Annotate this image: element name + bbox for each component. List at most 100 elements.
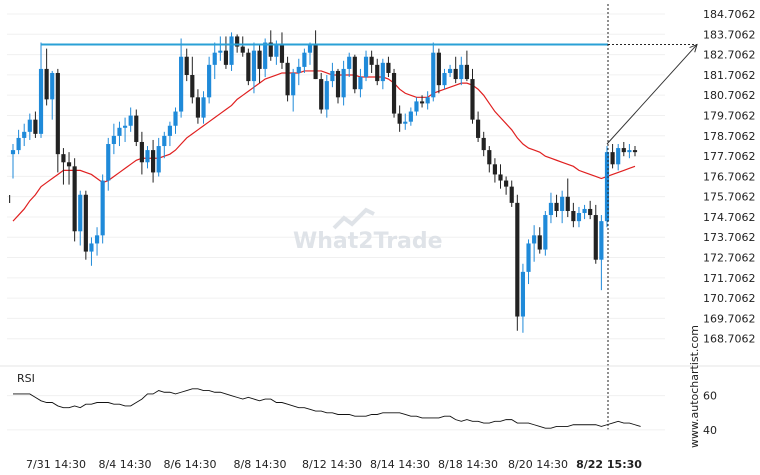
candle-body: [537, 235, 542, 250]
y-tick-label: 182.7062: [703, 49, 756, 62]
candle-body: [408, 111, 413, 122]
candle-body: [397, 113, 402, 124]
candle-body: [324, 81, 329, 110]
y-tick-label: 179.7062: [703, 109, 756, 122]
candle-body: [274, 44, 279, 57]
y-tick-label: 178.7062: [703, 130, 756, 143]
y-tick-label: 174.7062: [703, 211, 756, 224]
candle-body: [263, 42, 268, 69]
candle-body: [358, 77, 363, 90]
ma-path: [12, 70, 636, 222]
candle-body: [554, 202, 559, 211]
y-tick-label: 180.7062: [703, 89, 756, 102]
y-tick-label: 170.7062: [703, 292, 756, 305]
candle-body: [235, 36, 240, 47]
candle-body: [100, 180, 105, 236]
candle-body: [201, 97, 206, 118]
projection-line: [606, 44, 698, 145]
candle-body: [436, 52, 441, 86]
candle-body: [492, 164, 497, 175]
candle-body: [419, 101, 425, 104]
watermark-zigzag: [332, 207, 375, 230]
candle-body: [520, 271, 526, 317]
rsi-panel: RSI 60 40: [0, 365, 760, 437]
x-tick-label: 8/4 14:30: [99, 458, 152, 471]
y-tick-label: 181.7062: [703, 69, 756, 82]
candle-body: [481, 137, 486, 151]
candle-body: [431, 52, 436, 98]
candle-body: [425, 97, 430, 104]
candle-body: [498, 174, 503, 181]
candle-body: [246, 52, 251, 82]
candle-body: [504, 180, 509, 187]
candle-body: [632, 150, 638, 153]
candle-body: [106, 144, 111, 181]
candle-body: [162, 135, 167, 147]
y-tick-label: 172.7062: [703, 252, 756, 265]
candle-body: [509, 186, 514, 203]
candle-body: [616, 148, 621, 165]
candle-body: [22, 131, 27, 138]
candle-body: [179, 56, 184, 112]
watermark-logo-icon: [332, 207, 375, 230]
candle-body: [134, 115, 139, 142]
candle-body: [55, 72, 60, 155]
candle-body: [565, 196, 570, 211]
candle-body: [627, 150, 632, 153]
candle-body: [61, 154, 66, 163]
candle-body: [621, 148, 626, 153]
candle-body: [218, 50, 223, 53]
candle-body: [532, 235, 537, 244]
left-marker: I: [8, 193, 11, 206]
candle-body: [27, 119, 32, 132]
candles: [10, 30, 638, 333]
projection-arrowhead: [689, 43, 698, 53]
candle-body: [268, 42, 273, 57]
candle-body: [212, 52, 217, 65]
candle-body: [151, 150, 156, 173]
candle-body: [66, 162, 72, 167]
candle-body: [195, 97, 201, 118]
candle-body: [184, 56, 189, 76]
candle-body: [487, 150, 492, 165]
candle-body: [279, 44, 285, 63]
x-tick-label: 8/6 14:30: [164, 458, 217, 471]
candle-body: [369, 56, 374, 65]
candle-body: [476, 119, 481, 138]
x-tick-label: 8/20 14:30: [508, 458, 568, 471]
candle-body: [604, 152, 610, 222]
candle-body: [414, 101, 419, 112]
candle-body: [128, 115, 133, 126]
candle-body: [223, 50, 229, 65]
x-tick-label: 8/22 15:30: [576, 458, 642, 471]
candle-body: [335, 70, 341, 98]
candle-body: [156, 146, 161, 173]
candle-body: [341, 68, 346, 98]
candle-body: [307, 44, 313, 53]
rsi-line: [13, 388, 641, 429]
candle-body: [571, 210, 576, 222]
candle-body: [78, 194, 83, 232]
candle-body: [302, 52, 307, 67]
candle-body: [44, 68, 49, 100]
candle-body: [33, 119, 38, 134]
candle-body: [83, 194, 88, 252]
resistance-line: [41, 4, 697, 432]
candle-body: [447, 68, 453, 73]
candle-body: [380, 62, 385, 82]
candle-body: [94, 235, 100, 244]
candle-body: [38, 68, 44, 134]
candle-body: [442, 72, 447, 86]
candle-body: [599, 221, 604, 260]
x-tick-label: 7/31 14:30: [26, 458, 86, 471]
candle-body: [10, 150, 16, 155]
x-tick-label: 8/18 14:30: [438, 458, 498, 471]
y-tick-label: 184.7062: [703, 8, 756, 21]
candle-body: [145, 150, 150, 163]
candle-body: [207, 64, 212, 98]
y-axis: 184.7062 183.7062 182.7062 181.7062 180.7062…: [703, 8, 756, 346]
candle-body: [251, 50, 257, 82]
candle-body: [548, 202, 554, 216]
watermark-text: What2Trade: [293, 229, 443, 254]
moving-average-line: [12, 70, 636, 222]
